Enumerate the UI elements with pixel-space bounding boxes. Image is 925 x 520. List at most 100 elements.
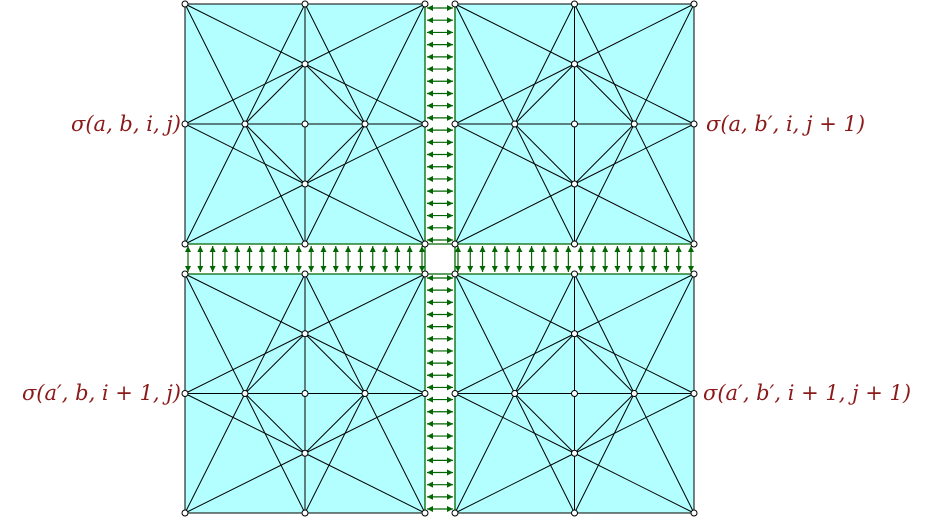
edge-top-left [364, 3, 426, 125]
edge-top-left [184, 63, 306, 125]
vertex-top-left [301, 0, 309, 8]
edge-bottom-left [304, 333, 426, 394]
edge-bottom-right [514, 393, 575, 454]
edge-bottom-right [514, 393, 575, 514]
vertex-top-right [630, 120, 638, 128]
edge-bottom-left [304, 393, 426, 454]
edge-top-left [244, 63, 306, 125]
vertex-bottom-left [421, 509, 429, 517]
vertex-top-right [571, 60, 578, 68]
edge-top-right [574, 183, 695, 245]
edge-top-left [304, 63, 366, 125]
edge-bottom-right [454, 333, 575, 394]
edge-bottom-left [244, 273, 306, 394]
edge-bottom-right [454, 393, 575, 454]
edge-top-left [184, 183, 306, 245]
vertices [181, 0, 698, 517]
edge-bottom-right [574, 273, 695, 335]
vertex-bottom-left [241, 390, 249, 397]
edge-top-left [304, 63, 426, 125]
vertex-top-left [421, 0, 429, 8]
vertex-bottom-right [630, 390, 638, 397]
edge-top-left [364, 123, 426, 245]
label-bottom-right: σ(a′, b′, i + 1, j + 1) [703, 381, 912, 405]
label-top-right: σ(a, b′, i, j + 1) [706, 112, 866, 136]
edge-top-right [454, 3, 575, 65]
edge-bottom-left [184, 393, 246, 514]
edge-top-left [244, 3, 306, 125]
edge-top-right [514, 123, 575, 185]
edge-top-right [454, 3, 516, 125]
edge-top-right [574, 63, 695, 125]
vertex-top-left [421, 120, 429, 128]
vertex-top-left [241, 120, 249, 128]
edge-bottom-right [514, 333, 575, 394]
vertex-top-right [571, 120, 578, 128]
edge-bottom-left [304, 273, 426, 335]
vertex-bottom-left [421, 390, 429, 397]
edge-bottom-right [454, 393, 516, 514]
edge-top-right [514, 123, 575, 245]
edge-top-left [184, 123, 306, 185]
edge-bottom-left [244, 393, 306, 514]
edge-bottom-right [574, 393, 695, 454]
vertex-top-right [690, 240, 698, 248]
vertex-bottom-right [571, 449, 578, 457]
vertex-bottom-left [301, 390, 309, 397]
edge-bottom-left [244, 393, 306, 454]
vertex-top-left [361, 120, 369, 128]
edge-top-right [633, 3, 695, 125]
edge-top-left [244, 123, 306, 185]
edge-bottom-right [514, 273, 575, 394]
vertex-bottom-right [511, 390, 519, 397]
vertex-bottom-right [451, 509, 459, 517]
vertex-top-left [421, 240, 429, 248]
edge-top-left [304, 3, 366, 125]
edge-top-right [454, 183, 575, 245]
triangulation-edges [184, 3, 695, 514]
edge-bottom-left [184, 452, 306, 514]
edge-top-left [304, 183, 426, 245]
edge-bottom-left [184, 393, 306, 454]
edge-top-left [304, 123, 366, 245]
edge-bottom-left [304, 393, 366, 514]
vertex-bottom-right [690, 270, 698, 278]
edge-bottom-right [454, 273, 575, 335]
edge-bottom-left [364, 393, 426, 514]
edge-bottom-left [364, 273, 426, 394]
vertex-top-right [451, 0, 459, 8]
edge-bottom-right [454, 273, 516, 394]
vertex-bottom-right [690, 509, 698, 517]
edge-top-right [574, 3, 695, 65]
edge-bottom-right [574, 393, 635, 514]
vertex-bottom-right [571, 509, 578, 517]
edge-top-right [574, 123, 635, 185]
edge-top-right [574, 3, 635, 125]
edge-top-right [574, 63, 635, 125]
edge-top-left [304, 3, 426, 65]
edge-bottom-right [633, 273, 695, 394]
edge-bottom-right [574, 452, 695, 514]
edge-bottom-right [574, 333, 635, 394]
vertex-top-right [571, 0, 578, 8]
edge-top-right [454, 123, 575, 185]
edge-bottom-left [304, 393, 366, 454]
label-bottom-left: σ(a′, b, i + 1, j) [21, 381, 181, 405]
edge-bottom-left [184, 333, 306, 394]
vertex-bottom-left [421, 270, 429, 278]
vertex-bottom-right [571, 330, 578, 338]
vertex-top-right [451, 240, 459, 248]
vertex-bottom-left [181, 270, 189, 278]
vertex-top-left [301, 120, 309, 128]
vertex-top-left [181, 0, 189, 8]
edge-bottom-right [574, 273, 635, 394]
edge-bottom-right [574, 333, 695, 394]
connecting-arrows [185, 4, 694, 513]
vertex-bottom-right [451, 270, 459, 278]
edge-top-left [304, 123, 426, 185]
edge-top-left [304, 123, 366, 185]
vertex-top-left [301, 180, 309, 188]
vertex-bottom-left [301, 509, 309, 517]
edge-top-left [184, 3, 306, 65]
edge-top-right [514, 3, 575, 125]
